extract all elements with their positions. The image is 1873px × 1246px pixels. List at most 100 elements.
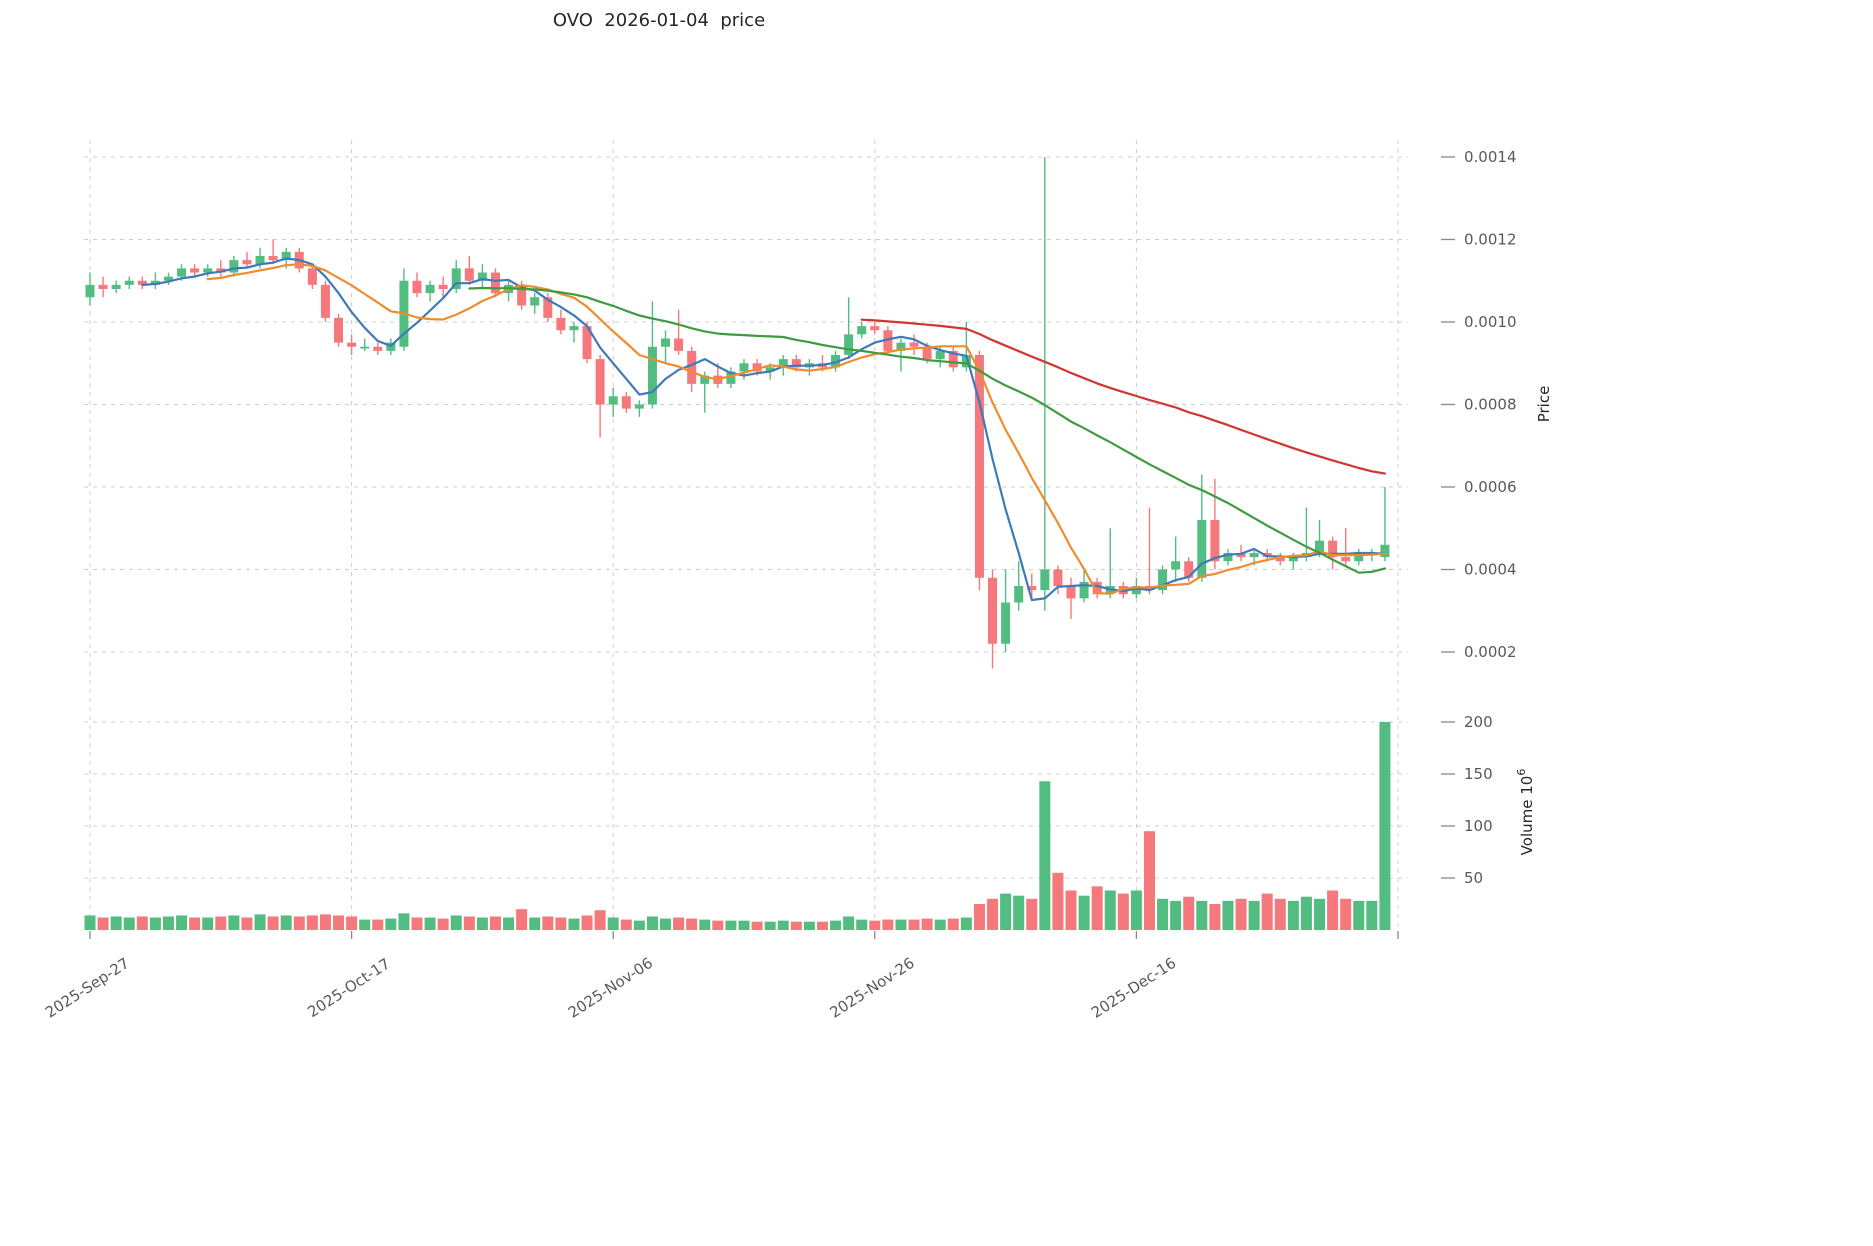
volume-bar xyxy=(699,919,711,930)
candle-body xyxy=(373,346,383,351)
volume-bar xyxy=(516,909,528,930)
volume-bar xyxy=(1235,898,1247,930)
candle-body xyxy=(739,363,749,372)
candle-body xyxy=(1092,581,1102,595)
candle-body xyxy=(634,404,644,409)
volume-bar xyxy=(84,915,96,930)
candle-body xyxy=(85,284,95,298)
volume-bar xyxy=(777,920,789,930)
candle-body xyxy=(1079,581,1089,599)
candle-body xyxy=(517,284,527,306)
candle-body xyxy=(909,342,919,347)
candle-body xyxy=(1197,520,1207,578)
volume-tick-label: 50 xyxy=(1464,869,1483,887)
volume-bar xyxy=(633,920,645,930)
volume-bar xyxy=(398,913,410,930)
candle-body xyxy=(216,268,226,273)
candle-body xyxy=(268,256,278,261)
volume-bar xyxy=(1052,872,1064,930)
candle-body xyxy=(530,297,540,306)
volume-bar xyxy=(215,916,227,930)
volume-bar xyxy=(189,917,201,930)
price-tick-label: 0.0002 xyxy=(1464,643,1517,661)
volume-bar xyxy=(908,919,920,930)
candle-body xyxy=(1275,557,1285,562)
sma-10-line xyxy=(206,263,1387,595)
volume-bar xyxy=(385,918,397,930)
volume-bar xyxy=(1143,831,1155,930)
volume-bar xyxy=(1183,896,1195,930)
volume-bar xyxy=(725,920,737,930)
volume-bar xyxy=(1170,900,1182,930)
volume-bar xyxy=(319,914,331,930)
volume-bar xyxy=(306,915,318,930)
volume-bar xyxy=(1209,904,1221,930)
candle-body xyxy=(556,317,566,331)
candle-body xyxy=(608,396,618,405)
volume-bar xyxy=(816,921,828,930)
candle-body xyxy=(831,355,841,368)
volume-bar xyxy=(751,921,763,930)
volume-bar xyxy=(1314,898,1326,930)
volume-bar xyxy=(830,920,842,930)
volume-bar xyxy=(162,916,174,930)
volume-bar xyxy=(882,919,894,930)
candle-body xyxy=(621,396,631,409)
price-tick-label: 0.0008 xyxy=(1464,396,1517,414)
candle-body xyxy=(360,346,370,349)
volume-bar xyxy=(895,919,907,930)
volume-bar xyxy=(1300,896,1312,930)
volume-bar xyxy=(136,916,148,930)
gridlines xyxy=(84,140,1408,930)
candle-body xyxy=(870,326,880,331)
volume-bar xyxy=(97,917,109,930)
volume-bar xyxy=(712,920,724,930)
volume-bar xyxy=(411,917,423,930)
candle-body xyxy=(1341,557,1351,562)
candle-body xyxy=(229,260,239,273)
volume-bar xyxy=(1157,898,1169,930)
volume-bar xyxy=(176,915,188,930)
volume-bar xyxy=(254,914,266,930)
candle-body xyxy=(1027,586,1037,591)
volume-bar xyxy=(764,921,776,930)
candle-body xyxy=(1210,520,1220,562)
volume-bar xyxy=(869,920,881,930)
volume-tick-label: 150 xyxy=(1464,765,1493,783)
volume-bar xyxy=(293,916,305,930)
candle-body xyxy=(163,276,173,281)
price-tick-label: 0.0004 xyxy=(1464,561,1517,579)
volume-bar xyxy=(607,917,619,930)
volume-bar xyxy=(529,917,541,930)
candle-body xyxy=(111,284,121,289)
volume-bar xyxy=(1130,890,1142,930)
volume-bar xyxy=(372,919,384,930)
candle-body xyxy=(464,268,474,281)
candle-body xyxy=(752,363,762,372)
volume-bar xyxy=(1379,722,1391,930)
candle-body xyxy=(948,350,958,368)
date-tick-label: 2025-Nov-26 xyxy=(827,954,918,1022)
candle-body xyxy=(150,280,160,285)
volume-tick-label: 200 xyxy=(1464,713,1493,731)
candle-body xyxy=(922,346,932,360)
volume-bar xyxy=(646,916,658,930)
volume-bar xyxy=(1353,900,1365,930)
candle-body xyxy=(1066,586,1076,599)
volume-bar xyxy=(921,918,933,930)
candle-body xyxy=(1380,544,1390,558)
volume-bar xyxy=(267,916,279,930)
volume-bar xyxy=(1248,900,1260,930)
volume-bar xyxy=(1274,898,1286,930)
candle-body xyxy=(543,297,553,318)
volume-bar xyxy=(738,920,750,930)
candle-body xyxy=(1158,569,1168,591)
candle-body xyxy=(1328,540,1338,558)
candle-body xyxy=(425,284,435,294)
candle-body xyxy=(177,268,187,277)
candle-body xyxy=(1001,602,1011,644)
volume-bar xyxy=(581,915,593,930)
volume-axis-title: Volume 106 xyxy=(1515,769,1536,856)
candle-body xyxy=(896,342,906,351)
candle-body xyxy=(1014,586,1024,603)
